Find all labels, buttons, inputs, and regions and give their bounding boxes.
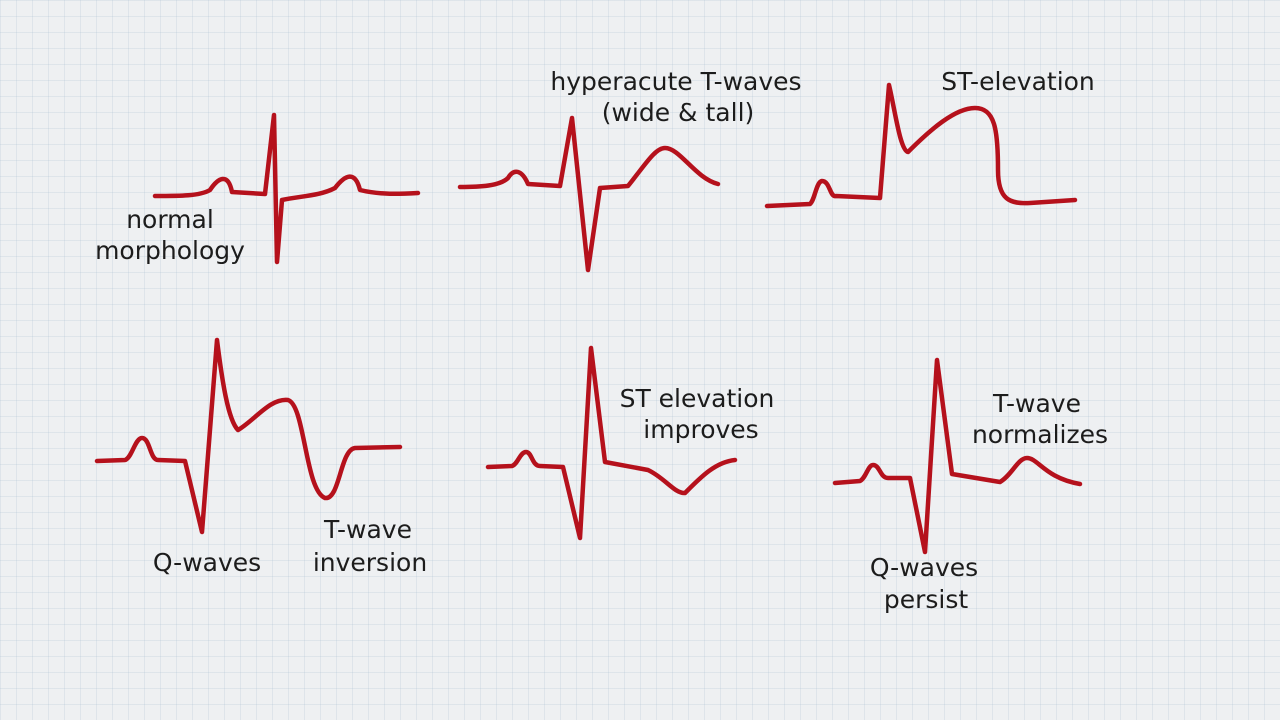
ecg-q-waves-inversion [94,337,403,535]
label: inversion [313,548,427,577]
label: normal [126,205,214,234]
ecg-st-elevation [764,82,1078,209]
label: Q-waves [870,553,978,582]
ecg-normalizes [832,357,1083,555]
ecg-hyperacute [457,115,721,273]
label: hyperacute T-waves [550,67,801,96]
label: normalizes [972,420,1108,449]
label: T-wave [323,515,412,544]
label: ST elevation [620,384,775,413]
ecg-st-improves [485,345,738,541]
ecg-normal [152,112,421,265]
label: persist [884,585,969,614]
label: improves [643,415,758,444]
label: (wide & tall) [602,98,755,127]
label: Q-waves [153,548,261,577]
label: T-wave [992,389,1081,418]
label: morphology [95,236,245,265]
label: ST-elevation [941,67,1095,96]
